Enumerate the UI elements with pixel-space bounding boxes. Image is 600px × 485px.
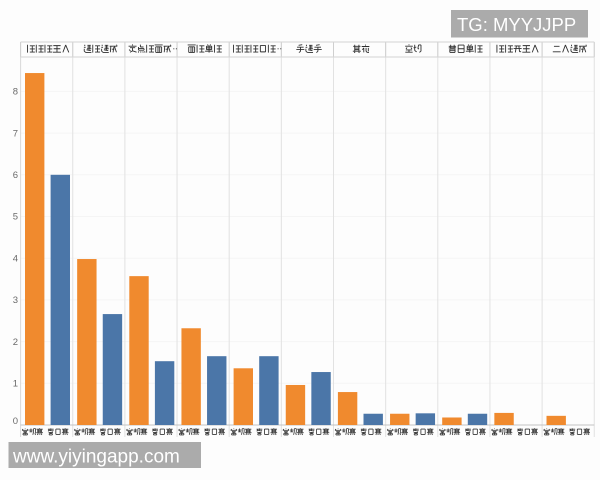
svg-text:5: 5 — [13, 212, 18, 223]
svg-text:www.yiyingapp.com: www.yiyingapp.com — [12, 447, 180, 468]
svg-text:2: 2 — [13, 337, 18, 348]
svg-text:4: 4 — [13, 253, 18, 264]
svg-text:1: 1 — [13, 379, 18, 390]
svg-text:6: 6 — [13, 170, 18, 181]
svg-text:3: 3 — [13, 295, 18, 306]
svg-text:0: 0 — [13, 416, 18, 427]
svg-text:7: 7 — [13, 128, 18, 139]
svg-text:TG: MYYJJPP: TG: MYYJJPP — [457, 14, 576, 35]
svg-text:8: 8 — [13, 87, 18, 98]
